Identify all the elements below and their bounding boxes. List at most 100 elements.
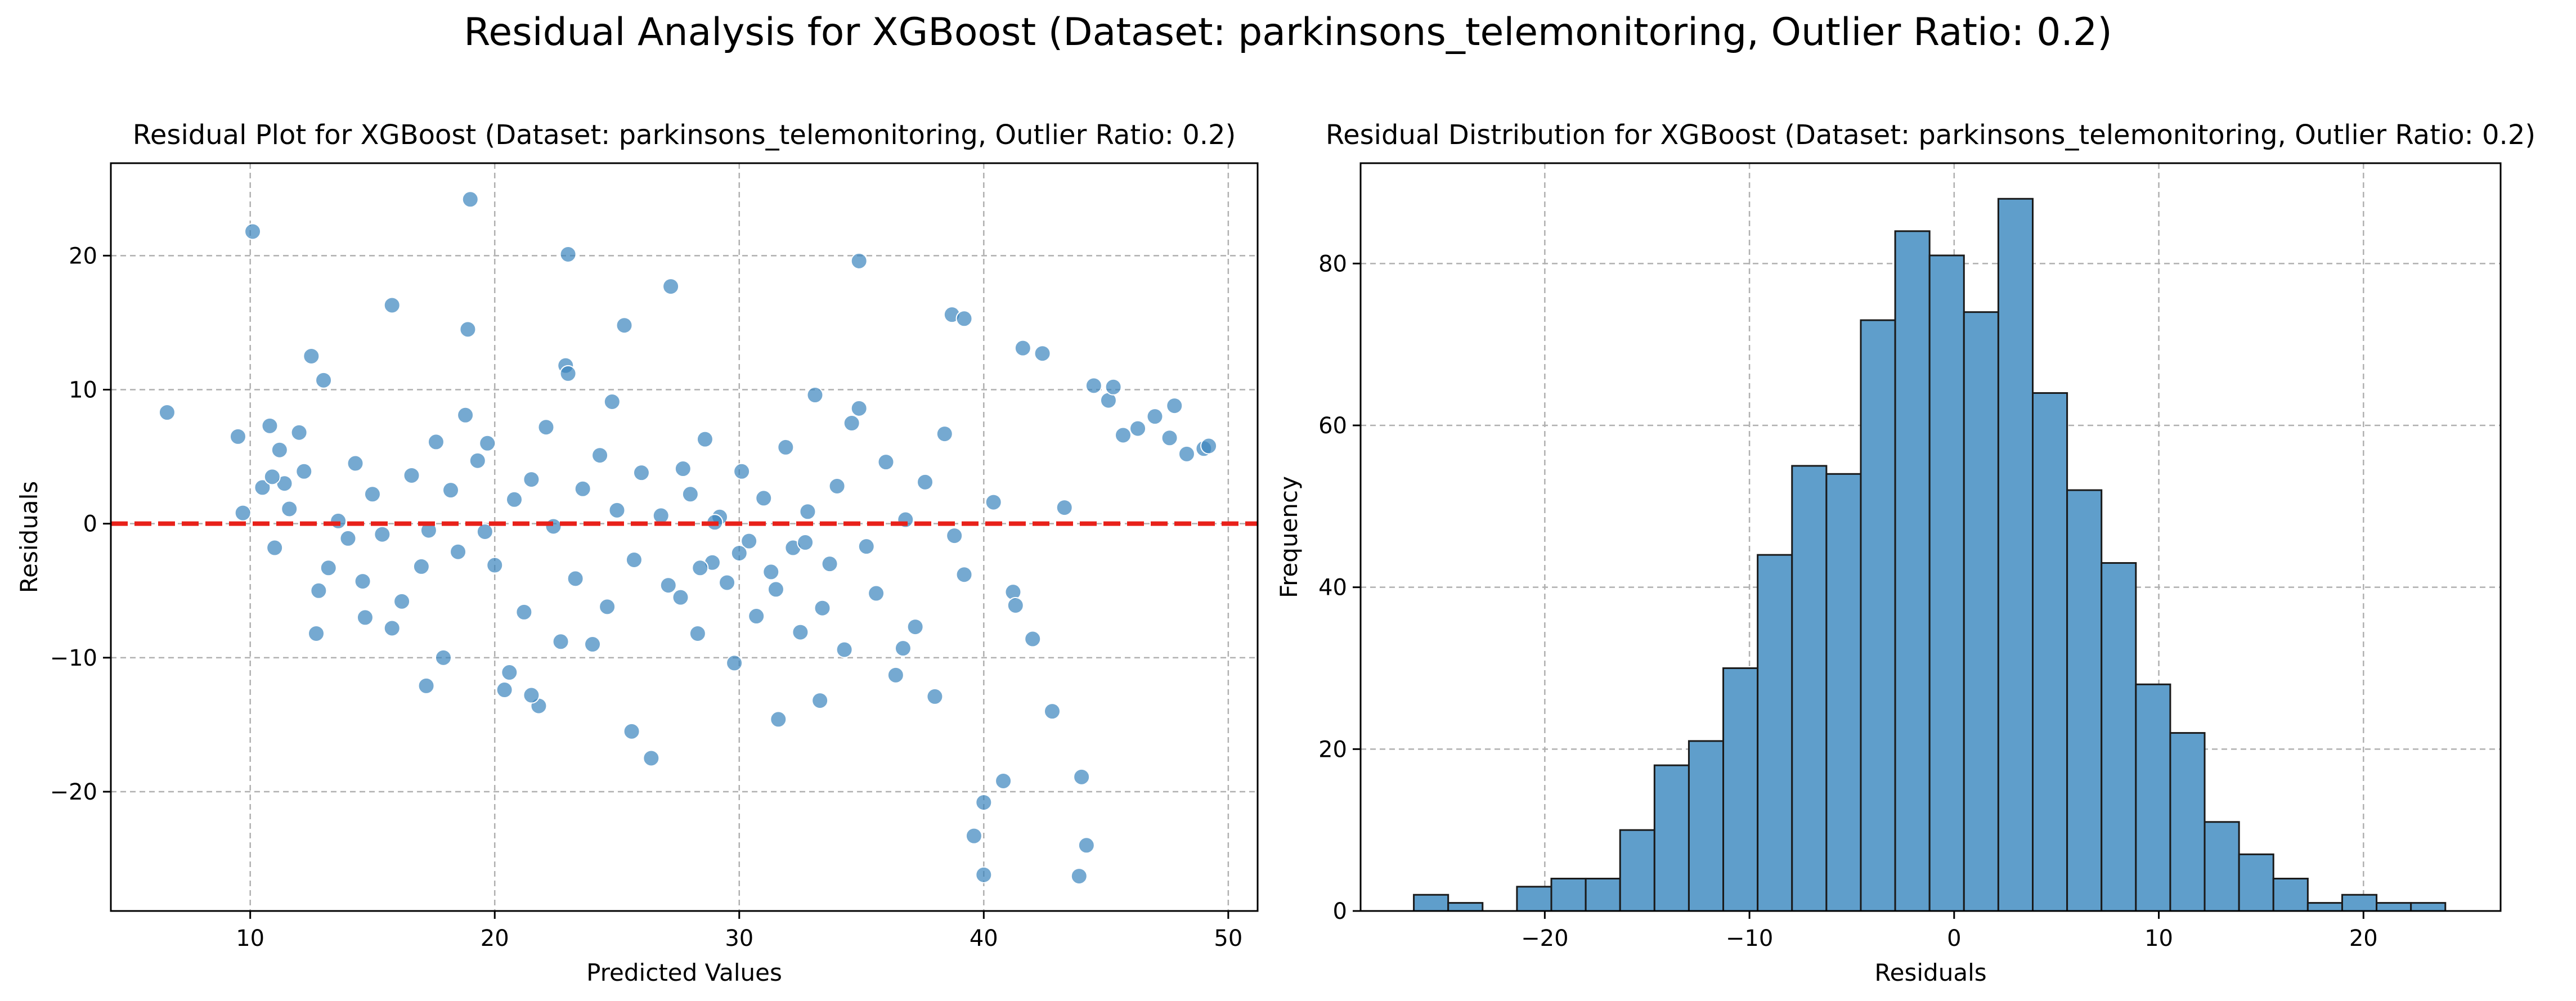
scatter-point [850, 399, 868, 417]
scatter-point [461, 191, 479, 208]
scatter-point [567, 570, 584, 587]
scatter-point [450, 543, 467, 560]
figure-title: Residual Analysis for XGBoost (Dataset: … [464, 10, 2112, 55]
scatter-point [310, 582, 327, 599]
scatter-point [767, 581, 784, 598]
histogram-bar [2238, 853, 2274, 912]
scatter-point [315, 371, 333, 389]
scatter-point [545, 518, 562, 535]
scatter-point [719, 574, 736, 591]
scatter-point [515, 603, 533, 621]
histogram-bar [2203, 821, 2240, 912]
scatter-point [537, 419, 555, 436]
scatter-x-tick-label: 40 [970, 926, 998, 951]
scatter-point [354, 573, 371, 590]
scatter-title: Residual Plot for XGBoost (Dataset: park… [133, 119, 1236, 151]
scatter-point [320, 559, 337, 577]
histogram-bar [1688, 740, 1725, 912]
scatter-y-axis-label: Residuals [15, 481, 43, 593]
scatter-point [295, 463, 313, 480]
scatter-point [814, 599, 831, 617]
scatter-y-tick-label: 20 [69, 243, 97, 269]
histogram-bar [1928, 254, 1965, 912]
histogram-title: Residual Distribution for XGBoost (Datas… [1326, 119, 2535, 151]
scatter-point [383, 297, 401, 314]
scatter-point [339, 529, 357, 547]
scatter-point [1078, 837, 1095, 854]
scatter-point [1166, 397, 1183, 415]
scatter-point [303, 347, 320, 365]
scatter-point [674, 460, 692, 478]
scatter-point [1034, 345, 1051, 362]
scatter-point [1085, 377, 1102, 394]
scatter-point [244, 223, 262, 240]
histogram-bar [1722, 667, 1759, 912]
scatter-point [623, 722, 640, 740]
scatter-point [799, 503, 816, 520]
scatter-point [836, 641, 853, 658]
histogram-x-tick-label: −20 [1521, 926, 1568, 951]
histogram-y-tick-label: 0 [1333, 899, 1347, 924]
scatter-point [681, 486, 699, 503]
scatter-point [330, 512, 347, 529]
histogram-bar [1413, 894, 1449, 912]
scatter-point [894, 640, 912, 657]
histogram-bar [1447, 902, 1484, 912]
scatter-point [261, 417, 279, 434]
histogram-bar [1757, 554, 1793, 912]
histogram-axes-frame [1359, 162, 2502, 912]
histogram-bar [2101, 562, 2137, 912]
scatter-point [290, 424, 308, 441]
scatter-point [496, 681, 513, 699]
scatter-point [234, 504, 252, 522]
scatter-point [955, 310, 973, 327]
scatter-point [403, 466, 420, 484]
scatter-point [797, 534, 814, 551]
histogram-bar [1516, 886, 1552, 912]
scatter-point [552, 633, 569, 650]
scatter-point [486, 556, 504, 574]
scatter-point [254, 479, 271, 496]
scatter-point [412, 558, 430, 575]
scatter-point [434, 649, 452, 666]
scatter-point [689, 625, 706, 642]
residual-plot-panel: 10 20 30 40 50 −20 −10 0 10 20 Residual Plot for X… [15, 119, 1259, 986]
scatter-point [741, 532, 758, 550]
scatter-point [858, 538, 875, 555]
scatter-point [632, 464, 650, 482]
scatter-y-tick-label: −10 [50, 645, 97, 671]
scatter-point [229, 428, 246, 445]
scatter-point [1024, 630, 1042, 648]
scatter-point [692, 559, 709, 577]
histogram-bar [2032, 392, 2068, 912]
scatter-point [1070, 868, 1088, 885]
scatter-point [603, 393, 621, 410]
histogram-bar [1894, 230, 1931, 912]
scatter-point [479, 434, 496, 452]
scatter-point [917, 473, 934, 491]
scatter-point [599, 598, 616, 616]
scatter-point [347, 455, 364, 472]
scatter-point [811, 692, 829, 710]
scatter-point [523, 686, 540, 704]
scatter-point [652, 507, 670, 524]
scatter-point [459, 321, 477, 338]
scatter-point [755, 490, 773, 507]
scatter-point [672, 589, 689, 606]
scatter-point [748, 608, 765, 625]
histogram-bar [1860, 319, 1896, 912]
scatter-point [608, 501, 626, 519]
scatter-point [877, 454, 895, 471]
scatter-point [263, 468, 281, 486]
scatter-point [158, 404, 176, 421]
scatter-point [393, 592, 411, 610]
scatter-point [271, 441, 288, 459]
histogram-bar [1550, 877, 1587, 912]
histogram-y-tick-label: 60 [1318, 413, 1347, 439]
histogram-bar [1585, 877, 1621, 912]
scatter-point [574, 480, 591, 497]
histogram-bar [2306, 902, 2343, 912]
histogram-y-axis-label: Frequency [1275, 476, 1303, 598]
scatter-point [1014, 339, 1031, 357]
scatter-x-axis-label: Predicted Values [586, 959, 782, 986]
